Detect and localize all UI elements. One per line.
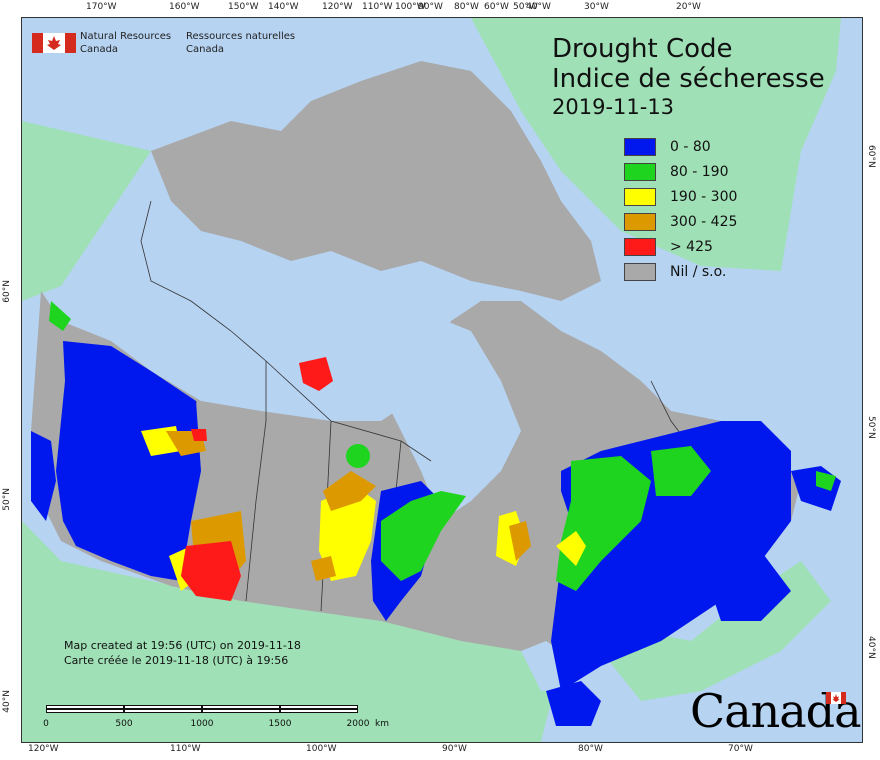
- legend-swatch: [624, 212, 656, 231]
- graticule-label-right: 60°N: [866, 145, 876, 168]
- saskatchewan-green-spot: [346, 444, 370, 468]
- legend-swatch: [624, 137, 656, 156]
- map-frame[interactable]: [21, 17, 863, 743]
- nwt-red: [299, 357, 333, 391]
- agency-name-fr: Ressources naturelles Canada: [186, 31, 296, 55]
- bc-coast-blue: [31, 431, 56, 521]
- credit-fr: Carte créée le 2019-11-18 (UTC) à 19:56: [64, 654, 289, 667]
- yukon-green: [49, 301, 71, 331]
- graticule-label-top: 140°W: [268, 2, 299, 12]
- great-bear-lake: [229, 336, 273, 356]
- graticule-label-bottom: 90°W: [442, 744, 467, 754]
- greenland-land: [471, 18, 841, 271]
- agency-name-en: Natural Resources Canada: [80, 31, 172, 55]
- hudson-bay: [381, 311, 521, 521]
- graticule-label-top: 30°W: [584, 2, 609, 12]
- map-title-en: Drought Code: [552, 34, 733, 64]
- map-credit: Map created at 19:56 (UTC) on 2019-11-18…: [64, 638, 301, 668]
- graticule-label-bottom: 110°W: [170, 744, 201, 754]
- map-date: 2019-11-13: [552, 95, 675, 119]
- legend-swatch: [624, 237, 656, 256]
- bc-region-blue: [56, 341, 201, 581]
- scale-line: [46, 708, 358, 710]
- legend-label: Nil / s.o.: [670, 263, 727, 280]
- graticule-label-bottom: 70°W: [728, 744, 753, 754]
- legend-item: > 425: [624, 234, 737, 259]
- graticule-label-left: 60°N: [2, 280, 12, 303]
- legend-item: 300 - 425: [624, 209, 737, 234]
- graticule-label-top: 60°W: [484, 2, 509, 12]
- legend-label: 0 - 80: [670, 138, 711, 155]
- graticule-label-top: 100°W: [395, 2, 426, 12]
- alberta-red: [181, 541, 241, 601]
- legend-item: 0 - 80: [624, 134, 737, 159]
- ontario-orange: [509, 521, 531, 561]
- graticule-label-left: 50°N: [2, 488, 12, 511]
- graticule-label-top: 170°W: [86, 2, 117, 12]
- saskatchewan-orange: [323, 471, 376, 511]
- map-canvas[interactable]: [22, 18, 862, 742]
- graticule-label-top: 40°W: [526, 2, 551, 12]
- graticule-label-bottom: 80°W: [578, 744, 603, 754]
- graticule-label-bottom: 120°W: [28, 744, 59, 754]
- graticule-label-top: 160°W: [169, 2, 200, 12]
- legend-label: 190 - 300: [670, 188, 738, 205]
- newfoundland-green: [816, 471, 836, 491]
- graticule-label-right: 40°N: [866, 636, 876, 659]
- scale-label: 1500: [268, 719, 292, 729]
- graticule-label-top: 150°W: [228, 2, 259, 12]
- legend-swatch: [624, 162, 656, 181]
- legend-swatch: [624, 262, 656, 281]
- quebec-yellow: [556, 531, 586, 566]
- wordmark-flag-icon: [826, 692, 846, 704]
- southern-ontario-blue: [546, 681, 601, 726]
- legend-label: 80 - 190: [670, 163, 729, 180]
- scale-label: 500: [115, 719, 133, 729]
- map-title-fr: Indice de sécheresse: [552, 64, 825, 94]
- graticule-label-top: 20°W: [676, 2, 701, 12]
- great-slave-lake: [221, 373, 261, 385]
- legend-item: 190 - 300: [624, 184, 737, 209]
- legend-label: 300 - 425: [670, 213, 738, 230]
- graticule-label-top: 120°W: [322, 2, 353, 12]
- bc-red: [191, 429, 207, 441]
- alaska-land: [22, 121, 151, 301]
- legend-item: 80 - 190: [624, 159, 737, 184]
- legend-item: Nil / s.o.: [624, 259, 737, 284]
- scale-label: 0: [43, 719, 49, 729]
- graticule-label-top: 110°W: [362, 2, 393, 12]
- graticule-label-bottom: 100°W: [306, 744, 337, 754]
- legend: 0 - 80 80 - 190 190 - 300 300 - 425 > 42…: [624, 134, 737, 284]
- manitoba-green: [381, 491, 466, 581]
- graticule-label-top: 50°W: [513, 2, 538, 12]
- labrador-green: [651, 446, 711, 496]
- graticule-label-top: 90°W: [418, 2, 443, 12]
- usa-land: [22, 521, 561, 742]
- legend-swatch: [624, 187, 656, 206]
- canada-flag-icon: [32, 33, 76, 53]
- graticule-label-right: 50°N: [866, 416, 876, 439]
- manitoba-orange: [311, 556, 336, 581]
- map-title: Drought Code Indice de sécheresse: [552, 34, 825, 94]
- credit-en: Map created at 19:56 (UTC) on 2019-11-18: [64, 639, 301, 652]
- arctic-islands: [151, 61, 601, 301]
- graticule-label-top: 80°W: [454, 2, 479, 12]
- scale-label: 2000: [346, 719, 370, 729]
- graticule-label-left: 40°N: [2, 690, 12, 713]
- scale-label: 1000: [190, 719, 214, 729]
- maritimes-blue: [701, 551, 791, 621]
- scale-unit: km: [375, 719, 389, 729]
- legend-label: > 425: [670, 238, 713, 255]
